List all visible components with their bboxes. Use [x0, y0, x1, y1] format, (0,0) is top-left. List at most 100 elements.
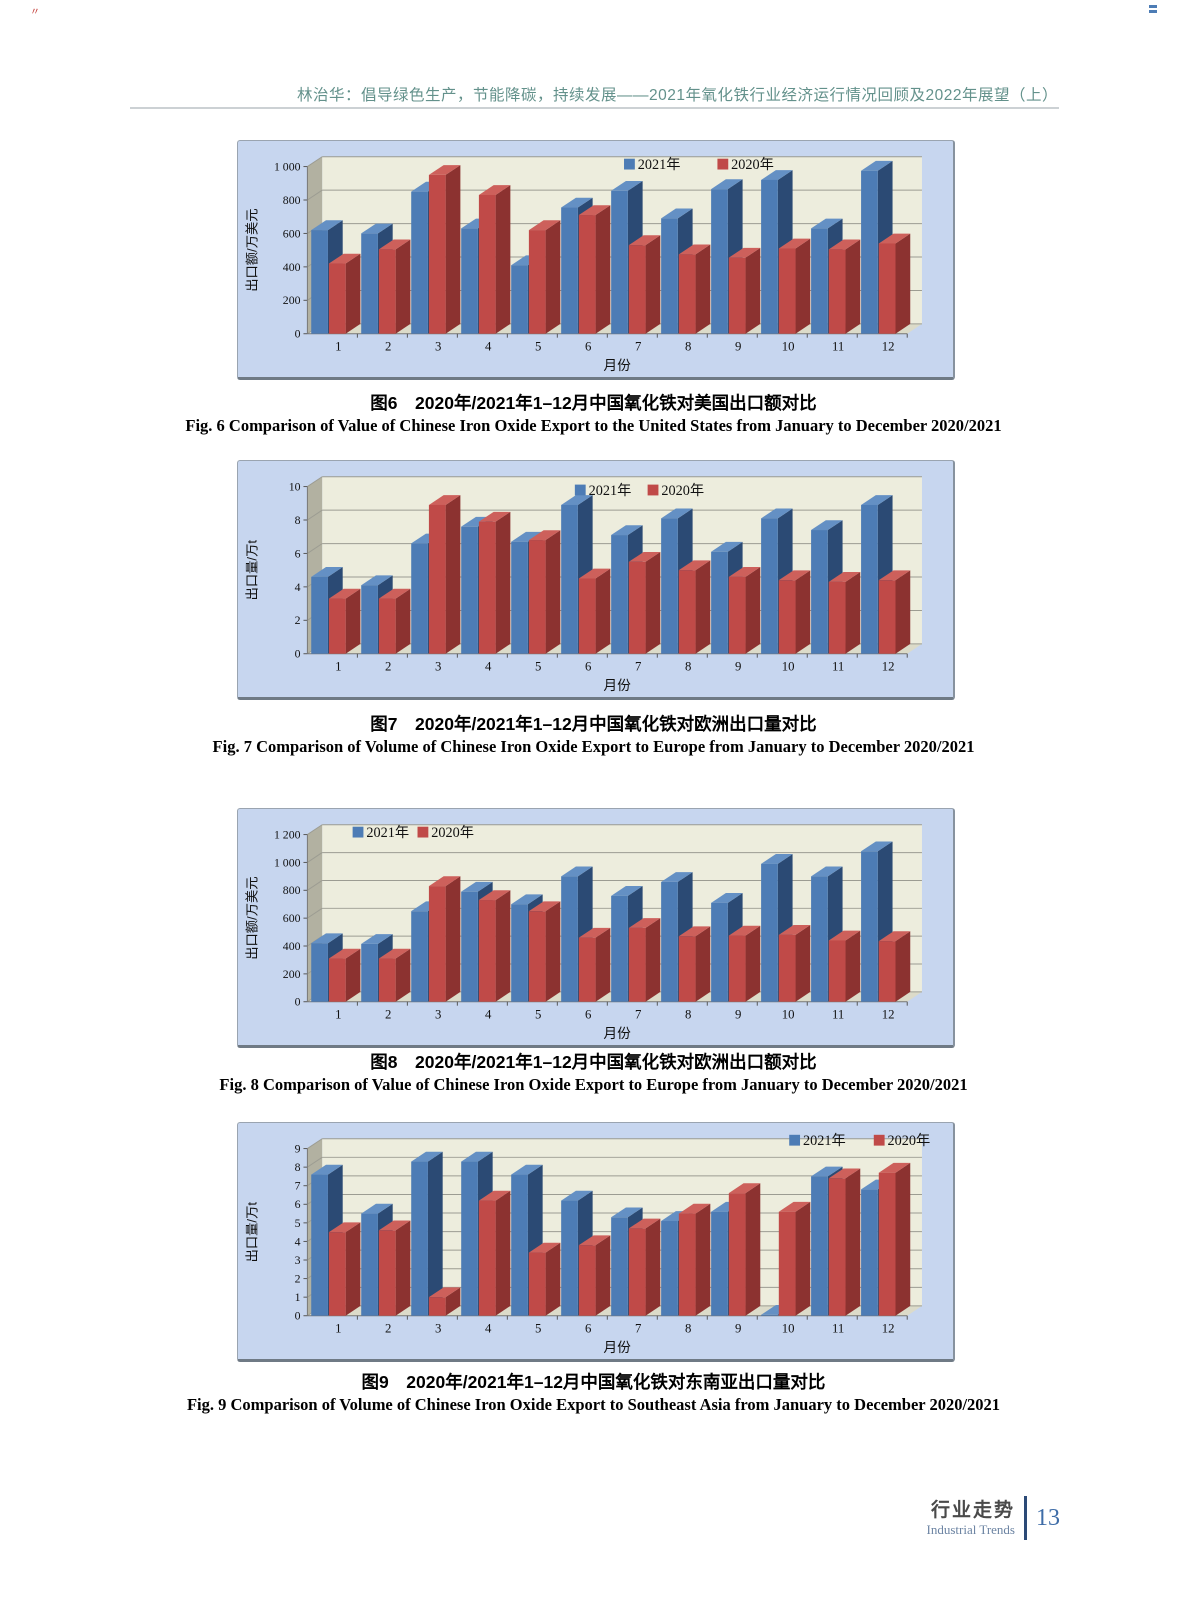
svg-text:3: 3: [435, 659, 441, 673]
svg-text:400: 400: [283, 260, 301, 274]
svg-text:5: 5: [535, 339, 541, 353]
figure6-chart-box: 0 200 400 600 800 1 000 1 2 3 4 5 6 7 8 9 10 11 12 出口额/万美元…: [237, 140, 955, 380]
svg-text:9: 9: [735, 1321, 741, 1335]
header-divider: [130, 107, 1059, 109]
figure6-caption-cn: 图6 2020年/2021年1–12月中国氧化铁对美国出口额对比: [370, 393, 817, 413]
svg-text:2: 2: [385, 339, 391, 353]
svg-text:9: 9: [735, 659, 741, 673]
svg-text:9: 9: [735, 1007, 741, 1021]
figure8-caption-en: Fig. 8 Comparison of Value of Chinese Ir…: [219, 1075, 968, 1094]
svg-text:11: 11: [832, 1321, 844, 1335]
svg-text:1 000: 1 000: [274, 160, 301, 174]
svg-text:出口额/万美元: 出口额/万美元: [244, 877, 259, 960]
svg-text:1 200: 1 200: [274, 828, 301, 842]
svg-text:月份: 月份: [603, 678, 631, 693]
svg-text:2020年: 2020年: [731, 156, 774, 173]
svg-text:1 000: 1 000: [274, 855, 301, 869]
svg-text:2020年: 2020年: [661, 482, 704, 499]
svg-text:200: 200: [283, 967, 301, 981]
svg-text:7: 7: [635, 1321, 642, 1335]
svg-text:7: 7: [635, 1007, 642, 1021]
svg-text:6: 6: [585, 659, 591, 673]
svg-text:4: 4: [485, 339, 492, 353]
svg-text:5: 5: [535, 659, 541, 673]
svg-text:2021年: 2021年: [638, 156, 681, 173]
svg-text:11: 11: [832, 339, 844, 353]
svg-text:10: 10: [782, 1007, 795, 1021]
footer-section: 行业走势 Industrial Trends: [927, 1500, 1015, 1537]
svg-text:9: 9: [735, 339, 741, 353]
svg-text:1: 1: [295, 1290, 301, 1304]
svg-text:0: 0: [295, 995, 301, 1009]
svg-text:3: 3: [435, 339, 441, 353]
svg-text:2: 2: [385, 659, 391, 673]
svg-text:600: 600: [283, 226, 301, 240]
svg-text:5: 5: [535, 1321, 541, 1335]
svg-text:出口量/万t: 出口量/万t: [244, 1202, 259, 1263]
svg-text:400: 400: [283, 939, 301, 953]
svg-text:6: 6: [585, 339, 591, 353]
svg-text:12: 12: [882, 659, 895, 673]
svg-text:2: 2: [295, 613, 301, 627]
scan-artifact-left: 〃: [30, 7, 40, 18]
figure8-caption-cn: 图8 2020年/2021年1–12月中国氧化铁对欧洲出口额对比: [370, 1052, 817, 1072]
svg-text:600: 600: [283, 911, 301, 925]
svg-text:2021年: 2021年: [803, 1132, 846, 1149]
svg-text:200: 200: [283, 293, 301, 307]
svg-text:1: 1: [335, 1007, 341, 1021]
figure7-caption-en: Fig. 7 Comparison of Volume of Chinese I…: [212, 737, 975, 756]
svg-text:月份: 月份: [603, 1340, 631, 1355]
scan-artifact-right: 〓: [1148, 5, 1158, 16]
svg-text:0: 0: [295, 1309, 301, 1323]
svg-text:6: 6: [585, 1321, 591, 1335]
figure6-caption-en: Fig. 6 Comparison of Value of Chinese Ir…: [185, 416, 1002, 435]
svg-text:2: 2: [385, 1007, 391, 1021]
svg-text:1: 1: [335, 1321, 341, 1335]
svg-text:0: 0: [295, 647, 301, 661]
svg-text:8: 8: [685, 339, 691, 353]
svg-text:10: 10: [782, 1321, 795, 1335]
svg-text:12: 12: [882, 339, 895, 353]
page-footer: 行业走势 Industrial Trends 13: [927, 1496, 1060, 1540]
svg-text:0: 0: [295, 327, 301, 341]
running-header: 林治华：倡导绿色生产，节能降碳，持续发展——2021年氧化铁行业经济运行情况回顾…: [297, 87, 1058, 104]
svg-text:6: 6: [295, 1197, 301, 1211]
svg-text:8: 8: [295, 1160, 301, 1174]
svg-text:月份: 月份: [603, 358, 631, 373]
svg-text:800: 800: [283, 883, 301, 897]
svg-text:出口额/万美元: 出口额/万美元: [244, 209, 259, 292]
svg-text:出口量/万t: 出口量/万t: [244, 540, 259, 601]
svg-text:4: 4: [485, 1321, 492, 1335]
footer-divider-bar: [1024, 1496, 1027, 1540]
svg-text:11: 11: [832, 659, 844, 673]
figure9-chart-box: 0 1 2 3 4 5 6 7 8 9 1 2 3 4 5 6 7 8 9 10 11 12 出口量/万t 月份 2021年 20…: [237, 1122, 955, 1362]
svg-text:7: 7: [295, 1179, 301, 1193]
svg-text:2: 2: [385, 1321, 391, 1335]
figure8-chart-box: 0 200 400 600 800 1 000 1 200 1 2 3 4 5 6 7 8 9 10 11 12 出口…: [237, 808, 955, 1048]
svg-text:1: 1: [335, 659, 341, 673]
svg-text:8: 8: [685, 659, 691, 673]
svg-text:10: 10: [782, 339, 795, 353]
svg-text:2021年: 2021年: [366, 824, 409, 841]
svg-text:7: 7: [635, 339, 642, 353]
svg-text:10: 10: [782, 659, 795, 673]
svg-text:4: 4: [295, 580, 301, 594]
figure7-caption-cn: 图7 2020年/2021年1–12月中国氧化铁对欧洲出口量对比: [370, 714, 817, 734]
footer-section-cn: 行业走势: [930, 1499, 1015, 1521]
svg-text:8: 8: [295, 513, 301, 527]
figure9-caption-cn: 图9 2020年/2021年1–12月中国氧化铁对东南亚出口量对比: [361, 1372, 826, 1392]
figure9-caption-en: Fig. 9 Comparison of Volume of Chinese I…: [186, 1395, 1001, 1414]
svg-text:11: 11: [832, 1007, 844, 1021]
svg-text:2: 2: [295, 1272, 301, 1286]
svg-text:2020年: 2020年: [888, 1132, 931, 1149]
svg-text:3: 3: [435, 1007, 441, 1021]
svg-text:800: 800: [283, 193, 301, 207]
svg-text:2020年: 2020年: [431, 824, 474, 841]
svg-text:3: 3: [435, 1321, 441, 1335]
svg-text:6: 6: [585, 1007, 591, 1021]
svg-text:9: 9: [295, 1142, 301, 1156]
